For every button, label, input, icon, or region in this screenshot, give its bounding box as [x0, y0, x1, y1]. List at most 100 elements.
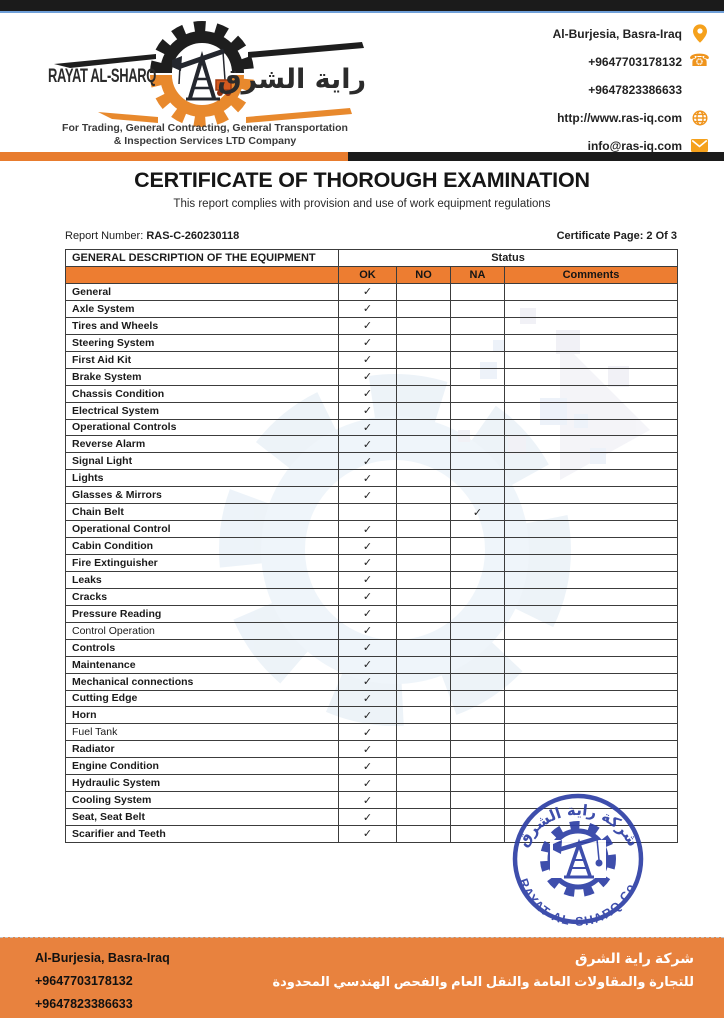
status-cell-na: [450, 808, 505, 826]
equipment-label: Seat, Seat Belt: [65, 808, 339, 826]
status-cell-ok: ✓: [338, 367, 397, 386]
equipment-label: Brake System: [65, 367, 339, 386]
status-cell-ok: ✓: [338, 486, 397, 505]
status-cell-ok: ✓: [338, 418, 397, 437]
globe-icon: [691, 108, 708, 127]
status-cell-na: [450, 825, 505, 843]
status-cell-comments: [504, 316, 678, 335]
table-row: Leaks ✓: [65, 570, 678, 589]
status-cell-no: [396, 435, 451, 454]
status-cell-comments: [504, 333, 678, 352]
status-cell-no: [396, 740, 451, 759]
equipment-label: Glasses & Mirrors: [65, 486, 339, 505]
table-row: Operational Controls ✓: [65, 418, 678, 437]
status-cell-ok: ✓: [338, 283, 397, 301]
status-cell-ok: ✓: [338, 808, 397, 826]
status-cell-na: [450, 554, 505, 572]
report-info-line: Report Number: RAS-C-260230118 Certifica…: [65, 230, 677, 242]
status-cell-no: [396, 621, 451, 640]
status-cell-comments: [504, 401, 678, 420]
equipment-label: Operational Controls: [65, 418, 339, 437]
status-cell-ok: ✓: [338, 791, 397, 810]
status-cell-na: [450, 316, 505, 335]
status-cell-no: [396, 604, 451, 623]
table-row: Radiator ✓: [65, 740, 678, 759]
table-row: Operational Control ✓: [65, 520, 678, 539]
status-cell-no: [396, 418, 451, 437]
status-cell-comments: [504, 655, 678, 674]
status-cell-ok: ✓: [338, 604, 397, 623]
status-cell-na: [450, 333, 505, 352]
status-cell-na: [450, 367, 505, 386]
divider-orange-segment: [0, 152, 348, 161]
equipment-label: Fuel Tank: [65, 723, 339, 742]
table-row: Tires and Wheels ✓: [65, 316, 678, 335]
swoosh-upper-left: [54, 54, 156, 68]
equipment-label: Leaks: [65, 570, 339, 589]
status-cell-no: [396, 537, 451, 555]
status-cell-ok: ✓: [338, 401, 397, 420]
status-cell-na: [450, 723, 505, 742]
pump-jack-icon: [172, 48, 232, 101]
table-row: General ✓: [65, 283, 678, 301]
equipment-label: Electrical System: [65, 401, 339, 420]
stamp-english-text: RAYAT AL-SHARQ Co.: [516, 877, 640, 929]
status-cell-na: [450, 774, 505, 793]
table-row: Axle System ✓: [65, 299, 678, 318]
status-cell-comments: [504, 469, 678, 488]
status-cell-na: [450, 638, 505, 657]
status-cell-no: [396, 808, 451, 826]
contact-email-row: info@ras-iq.com: [478, 136, 708, 155]
equipment-label: Pressure Reading: [65, 604, 339, 623]
table-row: Steering System ✓: [65, 333, 678, 352]
equipment-label: Tires and Wheels: [65, 316, 339, 335]
table-header-row: GENERAL DESCRIPTION OF THE EQUIPMENT Sta…: [65, 249, 678, 267]
equipment-label: Engine Condition: [65, 757, 339, 776]
column-header-ok: OK: [338, 266, 397, 284]
status-cell-na: [450, 672, 505, 691]
status-cell-comments: [504, 740, 678, 759]
table-row: Electrical System ✓: [65, 401, 678, 420]
status-cell-comments: [504, 418, 678, 437]
status-cell-comments: [504, 486, 678, 505]
top-black-bar: [0, 0, 724, 13]
footer-address: Al-Burjesia, Basra-Iraq: [35, 951, 170, 965]
status-cell-comments: [504, 638, 678, 657]
status-cell-comments: [504, 537, 678, 555]
status-cell-na: [450, 401, 505, 420]
footer-phone2: +9647823386633: [35, 997, 133, 1011]
equipment-label: Mechanical connections: [65, 672, 339, 691]
table-row: Maintenance ✓: [65, 655, 678, 674]
status-cell-comments: [504, 520, 678, 539]
status-cell-na: [450, 791, 505, 810]
table-row: Reverse Alarm ✓: [65, 435, 678, 454]
table-row: Brake System ✓: [65, 367, 678, 386]
status-cell-comments: [504, 435, 678, 454]
table-row: Pressure Reading ✓: [65, 604, 678, 623]
email-text[interactable]: info@ras-iq.com: [587, 138, 682, 153]
status-cell-ok: ✓: [338, 435, 397, 454]
status-cell-ok: ✓: [338, 825, 397, 843]
status-cell-ok: ✓: [338, 757, 397, 776]
status-cell-no: [396, 350, 451, 369]
table-row: Hydraulic System ✓: [65, 774, 678, 793]
address-text: Al-Burjesia, Basra-Iraq: [552, 26, 682, 41]
status-cell-ok: ✓: [338, 520, 397, 539]
status-cell-no: [396, 452, 451, 471]
status-cell-no: [396, 672, 451, 691]
status-cell-na: [450, 452, 505, 471]
status-cell-no: [396, 570, 451, 589]
status-cell-no: [396, 316, 451, 335]
status-cell-ok: ✓: [338, 740, 397, 759]
status-cell-ok: ✓: [338, 655, 397, 674]
status-cell-na: [450, 418, 505, 437]
company-tagline: For Trading, General Contracting, Genera…: [30, 122, 380, 148]
equipment-label: Operational Control: [65, 520, 339, 539]
status-cell-no: [396, 469, 451, 488]
status-cell-ok: ✓: [338, 333, 397, 352]
company-name-en: RAYAT AL-SHARQ: [48, 66, 156, 87]
tagline-line2: & Inspection Services LTD Company: [113, 135, 297, 147]
status-cell-ok: ✓: [338, 570, 397, 589]
website-text[interactable]: http://www.ras-iq.com: [557, 110, 682, 125]
status-cell-comments: [504, 706, 678, 725]
